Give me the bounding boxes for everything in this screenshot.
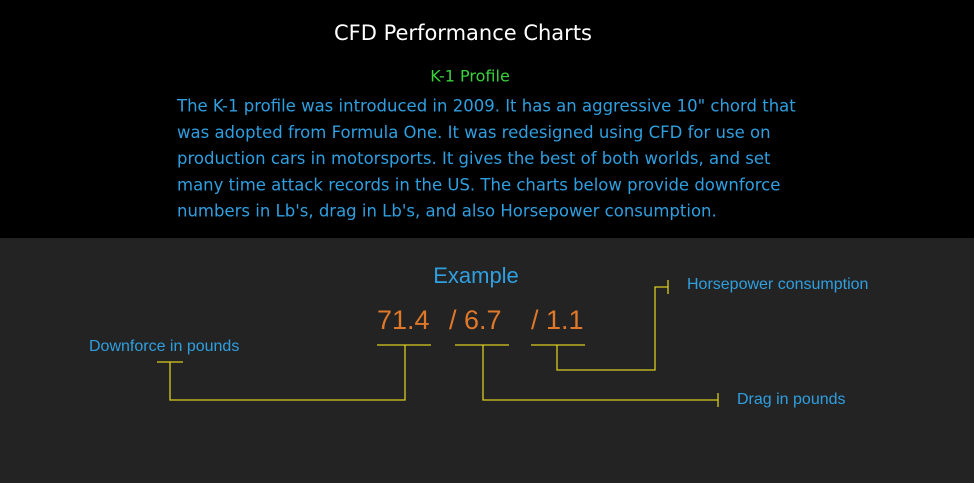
paragraph-line: many time attack records in the US. The … <box>177 175 780 194</box>
drag-label: Drag in pounds <box>737 391 846 408</box>
downforce-label: Downforce in pounds <box>89 338 239 355</box>
paragraph-line: was adopted from Formula One. It was red… <box>177 123 771 142</box>
title: CFD Performance Charts <box>334 21 592 45</box>
paragraph-line: numbers in Lb's, drag in Lb's, and also … <box>177 202 717 221</box>
subtitle: K-1 Profile <box>430 67 510 86</box>
example-value: / 6.7 <box>449 305 502 335</box>
example-value: 71.4 <box>377 305 430 335</box>
example-value: / 1.1 <box>531 305 584 335</box>
example-bg <box>0 238 974 483</box>
connectors <box>157 280 719 407</box>
paragraph: The K-1 profile was introduced in 2009. … <box>176 97 796 221</box>
horsepower-label: Horsepower consumption <box>687 276 868 293</box>
paragraph-line: production cars in motorsports. It gives… <box>177 149 771 168</box>
example-title: Example <box>433 263 519 288</box>
paragraph-line: The K-1 profile was introduced in 2009. … <box>176 97 796 116</box>
header-bg <box>0 0 974 238</box>
